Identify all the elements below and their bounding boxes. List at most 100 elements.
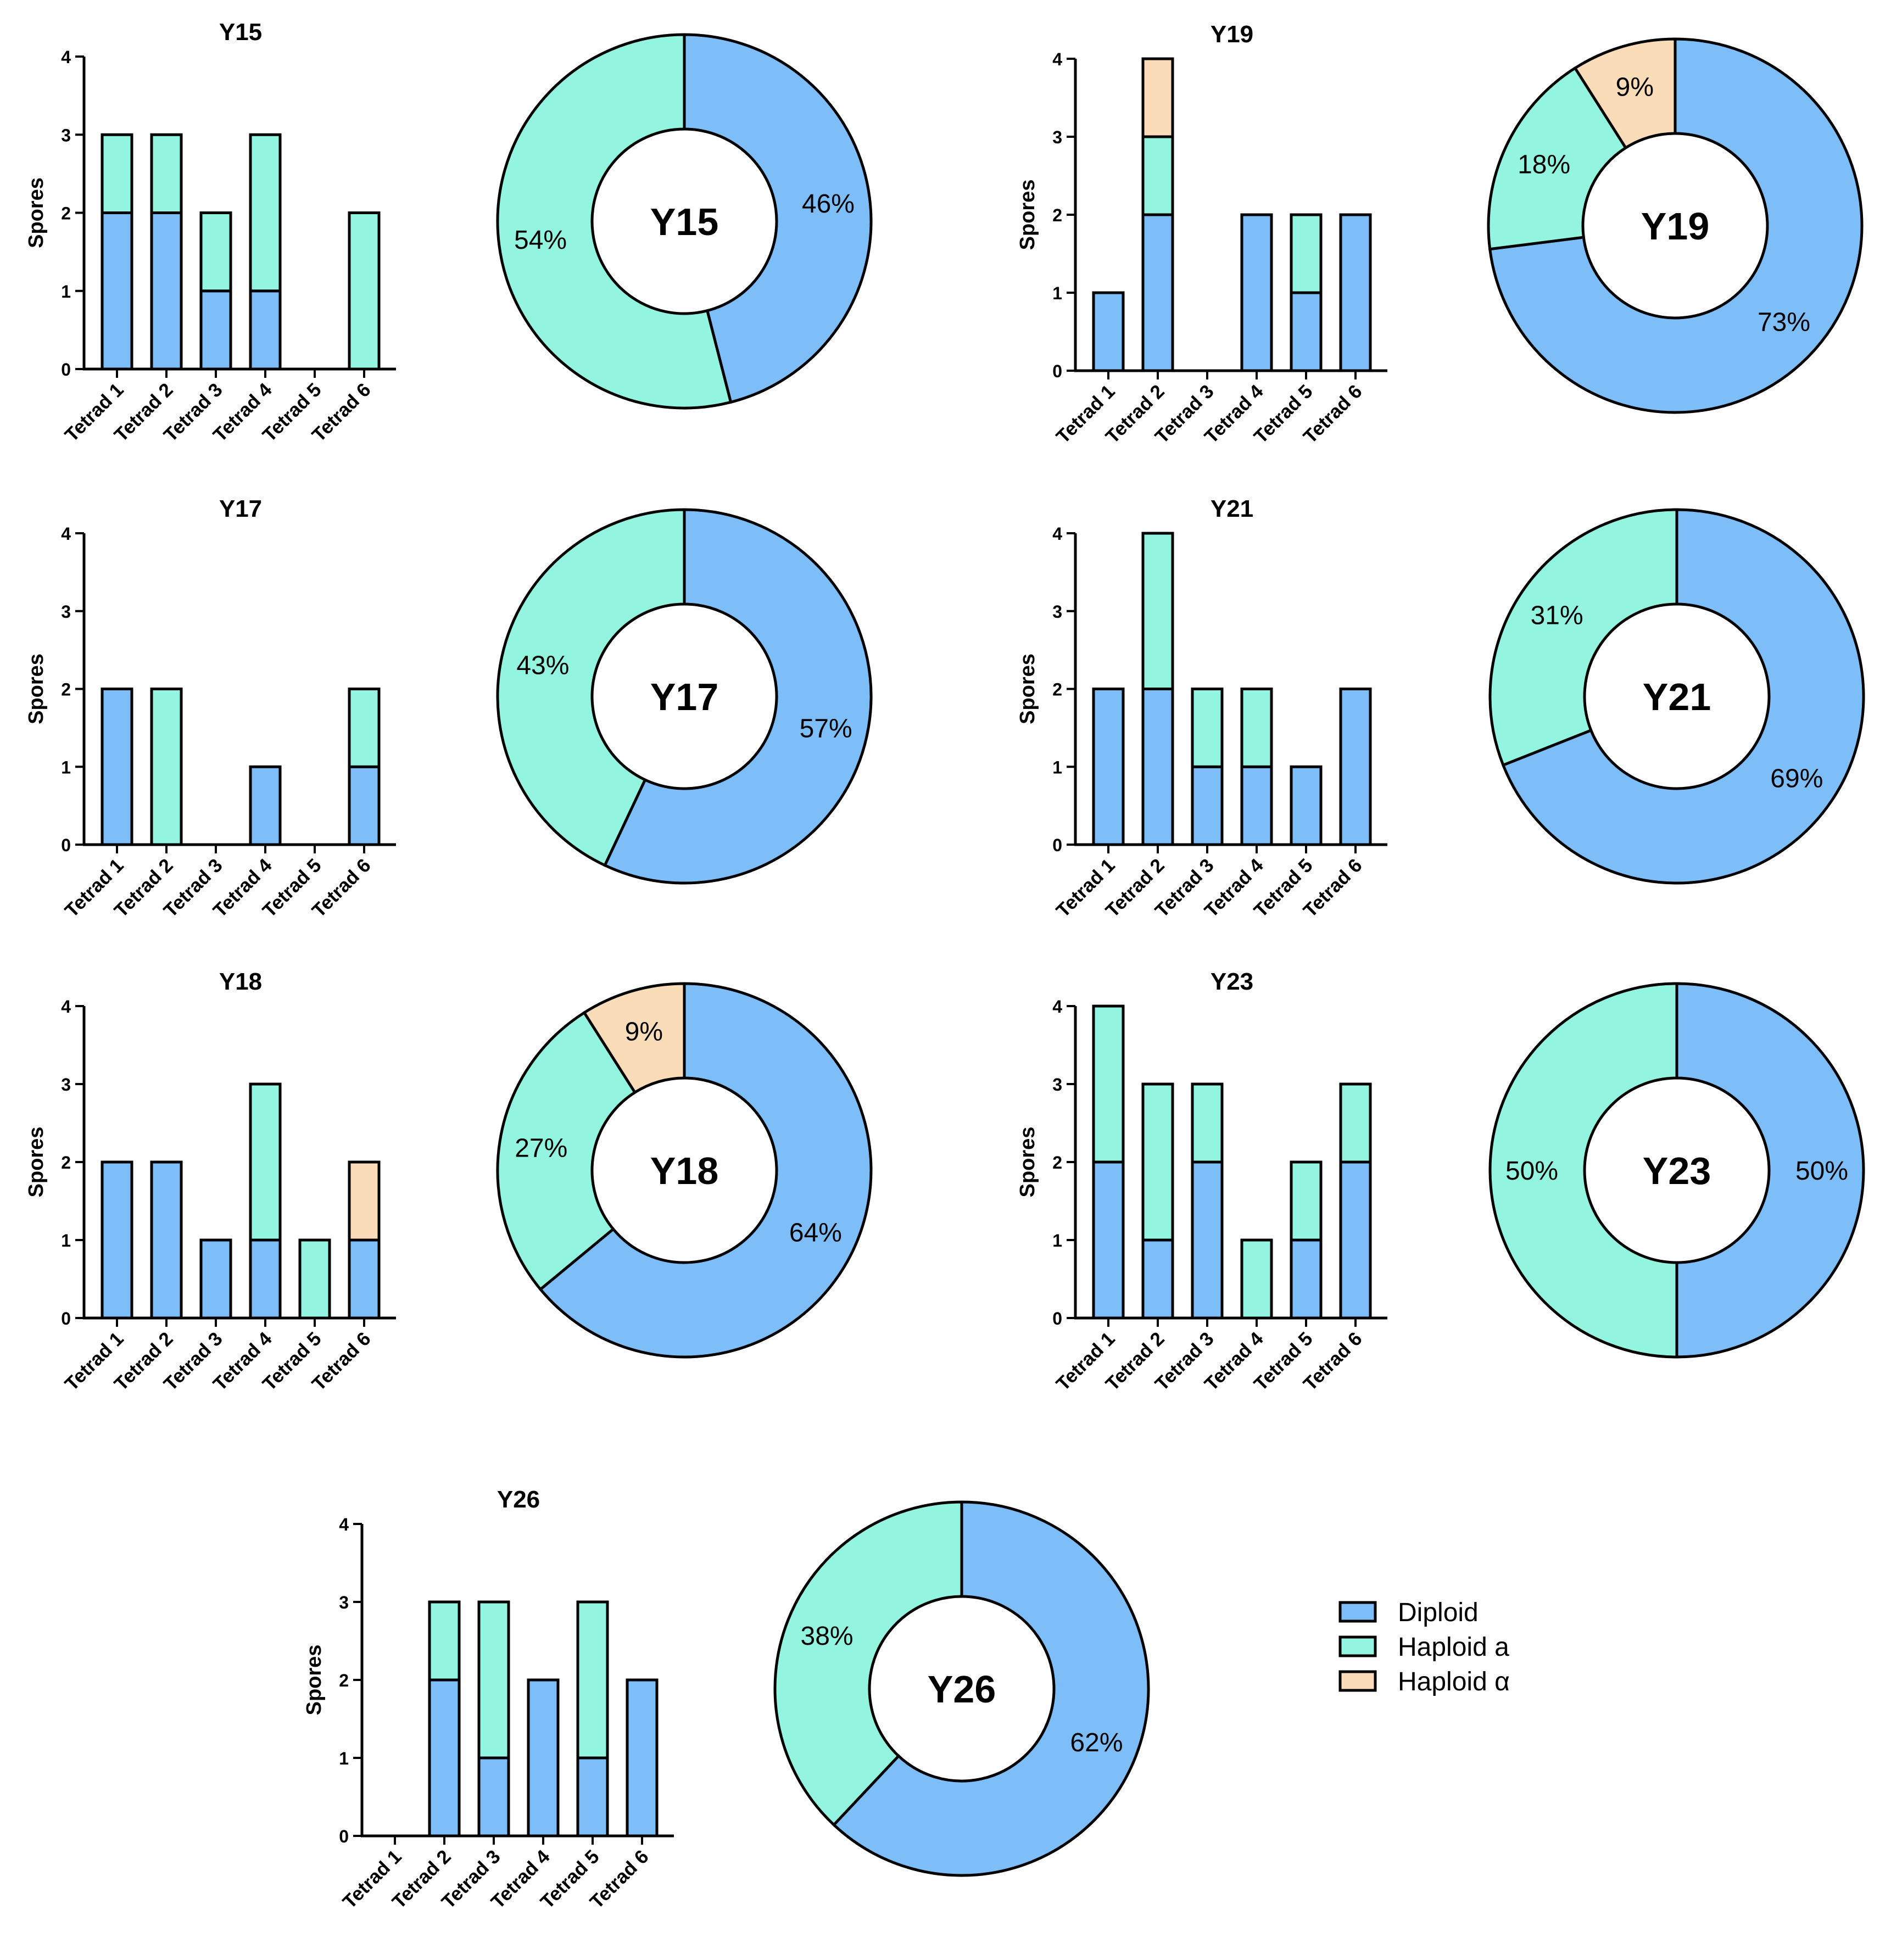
- donut-center-label: Y18: [650, 1149, 719, 1192]
- bar-segment-diploid-5: [1290, 765, 1323, 846]
- donut-percent-label: 50%: [1505, 1157, 1558, 1186]
- donut-percent-label: 73%: [1758, 308, 1810, 337]
- y-tick-label: 4: [61, 47, 71, 67]
- bar-segment-diploid-5: [576, 1756, 609, 1838]
- bar-segment-diploid-5: [1290, 1238, 1323, 1320]
- donut-slice-haploid-a: [1488, 508, 1678, 767]
- legend-label-diploid: Diploid: [1398, 1598, 1479, 1627]
- y-tick-label: 0: [1052, 1309, 1062, 1328]
- bar-segment-haploid-a-1: [1092, 1004, 1125, 1164]
- y-axis-label: Spores: [1016, 180, 1039, 250]
- bar-segment-diploid-6: [348, 765, 381, 846]
- y-tick-label: 0: [339, 1827, 349, 1846]
- donut-center-label: Y26: [928, 1668, 996, 1711]
- bar-segment-diploid-3: [199, 289, 232, 371]
- donut-percent-label: 57%: [800, 714, 852, 744]
- bar-segment-diploid-2: [1141, 688, 1174, 846]
- donut-slice-diploid: [603, 508, 873, 885]
- donut-percent-label: 54%: [514, 226, 567, 255]
- bar-segment-diploid-6: [1339, 688, 1372, 846]
- donut-percent-label: 64%: [789, 1218, 842, 1247]
- y-tick-label: 2: [1052, 1153, 1062, 1172]
- y-tick-label: 1: [1052, 283, 1062, 303]
- bar-segment-haploid-a-6: [1339, 1082, 1372, 1164]
- y-tick-label: 0: [1052, 361, 1062, 381]
- legend-swatch-diploid: [1338, 1601, 1377, 1623]
- y-tick-label: 0: [61, 1309, 71, 1328]
- y-tick-label: 2: [61, 204, 71, 224]
- y-tick-label: 1: [1052, 1231, 1062, 1250]
- donut-percent-label: 46%: [802, 189, 855, 219]
- y-tick-label: 3: [1052, 1075, 1062, 1095]
- bar-segment-haploid-a-2: [428, 1600, 461, 1682]
- bar-segment-diploid-1: [1092, 688, 1125, 846]
- bar-segment-diploid-6: [1339, 213, 1372, 372]
- donut-slice-haploid-: [582, 982, 686, 1095]
- bar-chart-title: Y23: [1211, 968, 1253, 995]
- legend-label-haploid-alpha: Haploid α: [1398, 1667, 1510, 1696]
- y-tick-label: 3: [339, 1593, 349, 1612]
- y-tick-label: 4: [1052, 49, 1062, 69]
- bar-segment-haploid-a-4: [249, 133, 282, 293]
- bar-segment-diploid-3: [1191, 765, 1224, 846]
- y-tick-label: 4: [1052, 997, 1062, 1017]
- bar-segment-haploid-a-2: [1141, 532, 1174, 690]
- y-tick-label: 2: [61, 1153, 71, 1172]
- donut-percent-label: 62%: [1070, 1728, 1123, 1757]
- bar-segment-diploid-4: [1240, 213, 1273, 372]
- y-tick-label: 3: [61, 602, 71, 622]
- donut-center-label: Y21: [1643, 675, 1711, 718]
- bar-segment-haploid--6: [348, 1160, 381, 1242]
- donut-percent-label: 9%: [1616, 72, 1654, 102]
- bar-segment-diploid-4: [527, 1678, 560, 1838]
- y-tick-label: 4: [61, 997, 71, 1017]
- y-tick-label: 1: [61, 1231, 71, 1250]
- y-tick-label: 1: [61, 757, 71, 777]
- y-tick-label: 3: [61, 125, 71, 145]
- y-axis-label: Spores: [25, 654, 48, 724]
- bar-segment-haploid-a-4: [249, 1082, 282, 1242]
- donut-percent-label: 9%: [625, 1017, 663, 1046]
- bar-segment-haploid-a-5: [298, 1238, 331, 1320]
- bar-segment-diploid-4: [249, 1238, 282, 1320]
- legend-swatch-haploid-a: [1338, 1635, 1377, 1657]
- y-tick-label: 3: [1052, 602, 1062, 622]
- bar-segment-haploid-a-4: [1240, 1238, 1273, 1320]
- bar-segment-haploid-a-3: [477, 1600, 510, 1760]
- y-tick-label: 2: [1052, 680, 1062, 700]
- bar-segment-haploid-a-2: [150, 688, 183, 846]
- bar-segment-haploid-a-3: [199, 211, 232, 293]
- bar-segment-diploid-1: [101, 688, 133, 846]
- bar-chart-title: Y19: [1211, 21, 1253, 48]
- y-tick-label: 3: [1052, 127, 1062, 147]
- bar-chart-title: Y26: [497, 1486, 540, 1513]
- y-tick-label: 3: [61, 1075, 71, 1095]
- bar-segment-haploid-a-2: [1141, 135, 1174, 216]
- donut-percent-label: 69%: [1770, 764, 1823, 793]
- bar-segment-diploid-1: [101, 211, 133, 371]
- bar-segment-diploid-3: [1191, 1160, 1224, 1320]
- y-axis-label: Spores: [303, 1645, 326, 1716]
- bar-segment-diploid-3: [199, 1238, 232, 1320]
- bar-segment-haploid-a-3: [1191, 1082, 1224, 1164]
- bar-segment-diploid-2: [150, 1160, 183, 1320]
- donut-slice-diploid: [1488, 37, 1864, 414]
- bar-segment-diploid-1: [1092, 1160, 1125, 1320]
- bar-segment-diploid-3: [477, 1756, 510, 1838]
- donut-slice-diploid: [1675, 982, 1865, 1359]
- donut-slice-diploid: [832, 1500, 1150, 1877]
- donut-slice-haploid-a: [496, 508, 686, 867]
- y-tick-label: 2: [1052, 205, 1062, 225]
- donut-center-label: Y23: [1643, 1149, 1711, 1192]
- donut-slice-haploid-a: [773, 1500, 963, 1827]
- donut-percent-label: 27%: [515, 1134, 567, 1163]
- donut-slice-diploid: [538, 982, 873, 1359]
